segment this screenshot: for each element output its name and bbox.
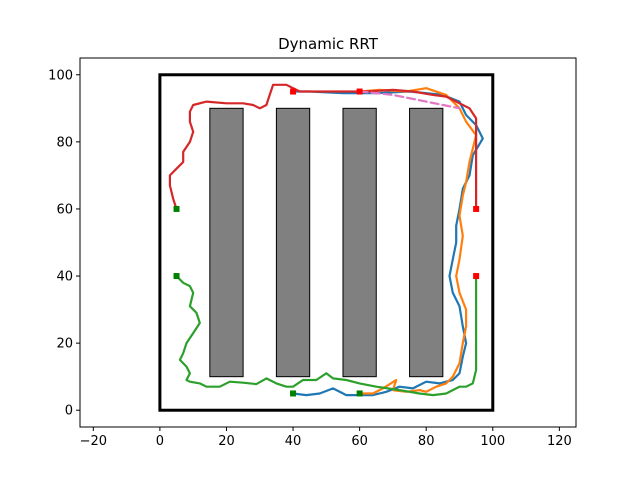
- x-tick-label-100: 100: [480, 434, 505, 449]
- goal-marker-1: [290, 88, 297, 95]
- path-series-1: [291, 90, 484, 397]
- x-tick-label-120: 120: [547, 434, 572, 449]
- start-marker-1: [173, 205, 180, 212]
- axis-ticks: −20 0 20 40 60 80 100 120 0 20 40 60 80 100: [48, 68, 572, 449]
- obstacle-rect-3: [342, 107, 377, 378]
- x-tick-label-60: 60: [351, 434, 368, 449]
- axes-frame: [79, 57, 577, 428]
- path-series-4: [175, 274, 478, 397]
- start-marker-3: [290, 390, 297, 397]
- y-tick-label-60: 60: [56, 202, 73, 217]
- obstacle-rect-4: [409, 107, 444, 378]
- obstacles-layer: [209, 107, 444, 378]
- obstacle-rect-2: [275, 107, 311, 378]
- x-tick-label-20: 20: [218, 434, 235, 449]
- start-marker-2: [173, 273, 180, 280]
- markers-layer: [173, 88, 480, 397]
- x-tick-label-40: 40: [285, 434, 302, 449]
- obstacle-rect-1: [209, 107, 244, 378]
- goal-marker-4: [473, 273, 480, 280]
- x-tick-label-0: 0: [156, 434, 164, 449]
- goal-marker-3: [473, 205, 480, 212]
- path-series-3: [168, 83, 478, 211]
- start-marker-4: [356, 390, 363, 397]
- x-tick-label-80: 80: [418, 434, 435, 449]
- y-tick-label-0: 0: [65, 404, 73, 419]
- y-tick-label-80: 80: [56, 135, 73, 150]
- x-tick-label--20: −20: [80, 434, 107, 449]
- y-tick-label-100: 100: [48, 68, 73, 83]
- goal-marker-2: [356, 88, 363, 95]
- y-tick-label-20: 20: [56, 337, 73, 352]
- boundary-wall: [158, 73, 495, 412]
- paths-layer: [168, 83, 484, 397]
- y-tick-label-40: 40: [56, 270, 73, 285]
- path-series-5: [358, 90, 461, 110]
- chart-title: Dynamic RRT: [278, 35, 379, 53]
